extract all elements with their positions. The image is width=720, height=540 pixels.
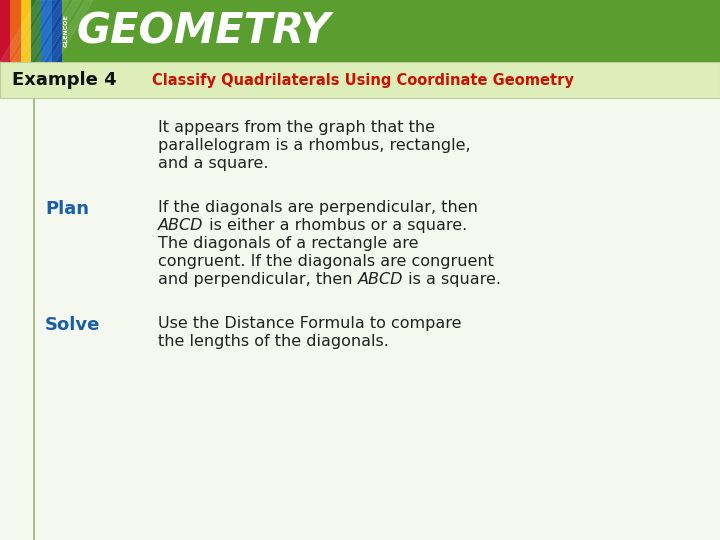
Text: If the diagonals are perpendicular, then: If the diagonals are perpendicular, then xyxy=(158,200,478,215)
Text: Example 4: Example 4 xyxy=(12,71,117,89)
Bar xyxy=(0,0,720,62)
Text: and perpendicular, then: and perpendicular, then xyxy=(158,272,358,287)
Text: Plan: Plan xyxy=(45,200,89,218)
Bar xyxy=(52,0,62,62)
Text: GLENCOE: GLENCOE xyxy=(64,15,69,48)
Text: GEOMETRY: GEOMETRY xyxy=(76,10,330,52)
Bar xyxy=(31,0,41,62)
Polygon shape xyxy=(36,0,81,62)
Bar xyxy=(0,62,720,98)
Text: is either a rhombus or a square.: is either a rhombus or a square. xyxy=(204,218,467,233)
Text: ABCD: ABCD xyxy=(358,272,403,287)
Text: parallelogram is a rhombus, rectangle,: parallelogram is a rhombus, rectangle, xyxy=(158,138,471,153)
Bar xyxy=(33,98,35,540)
Polygon shape xyxy=(0,0,45,62)
Bar xyxy=(0,98,720,540)
Bar xyxy=(0,0,10,62)
Polygon shape xyxy=(24,0,69,62)
Text: and a square.: and a square. xyxy=(158,156,269,171)
Bar xyxy=(21,0,31,62)
Text: It appears from the graph that the: It appears from the graph that the xyxy=(158,120,435,135)
Text: Use the Distance Formula to compare: Use the Distance Formula to compare xyxy=(158,316,462,331)
Text: congruent. If the diagonals are congruent: congruent. If the diagonals are congruen… xyxy=(158,254,494,269)
Text: ABCD: ABCD xyxy=(158,218,204,233)
Polygon shape xyxy=(12,0,57,62)
Polygon shape xyxy=(48,0,93,62)
Text: is a square.: is a square. xyxy=(403,272,501,287)
Bar xyxy=(41,0,52,62)
Text: the lengths of the diagonals.: the lengths of the diagonals. xyxy=(158,334,389,349)
Text: Classify Quadrilaterals Using Coordinate Geometry: Classify Quadrilaterals Using Coordinate… xyxy=(152,72,574,87)
Bar xyxy=(10,0,21,62)
Text: The diagonals of a rectangle are: The diagonals of a rectangle are xyxy=(158,236,418,251)
Text: Solve: Solve xyxy=(45,316,100,334)
